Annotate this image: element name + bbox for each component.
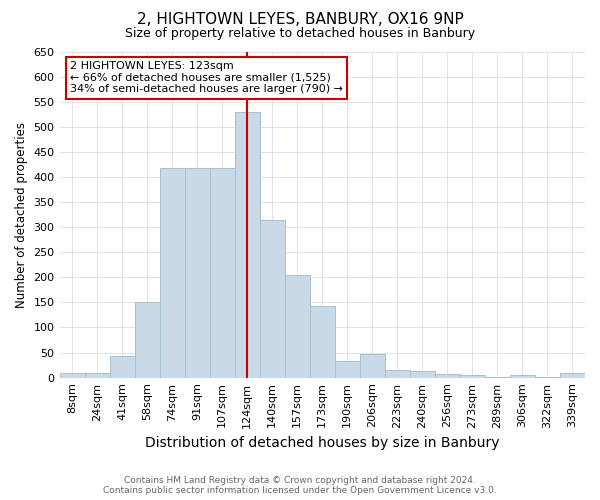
- Bar: [85, 373, 110, 378]
- X-axis label: Distribution of detached houses by size in Banbury: Distribution of detached houses by size …: [145, 436, 500, 450]
- Bar: [260, 220, 285, 378]
- Bar: [209, 168, 235, 378]
- Bar: [385, 370, 410, 378]
- Bar: [485, 376, 510, 378]
- Bar: [410, 370, 435, 378]
- Bar: [59, 373, 85, 378]
- Text: 2, HIGHTOWN LEYES, BANBURY, OX16 9NP: 2, HIGHTOWN LEYES, BANBURY, OX16 9NP: [137, 12, 463, 28]
- Bar: [110, 356, 134, 378]
- Bar: [185, 168, 209, 378]
- Bar: [535, 376, 560, 378]
- Text: Size of property relative to detached houses in Banbury: Size of property relative to detached ho…: [125, 28, 475, 40]
- Bar: [310, 306, 335, 378]
- Bar: [160, 168, 185, 378]
- Bar: [235, 112, 260, 378]
- Bar: [435, 374, 460, 378]
- Text: 2 HIGHTOWN LEYES: 123sqm
← 66% of detached houses are smaller (1,525)
34% of sem: 2 HIGHTOWN LEYES: 123sqm ← 66% of detach…: [70, 62, 343, 94]
- Y-axis label: Number of detached properties: Number of detached properties: [15, 122, 28, 308]
- Bar: [510, 375, 535, 378]
- Bar: [560, 373, 585, 378]
- Bar: [134, 302, 160, 378]
- Bar: [360, 354, 385, 378]
- Bar: [460, 375, 485, 378]
- Bar: [335, 361, 360, 378]
- Text: Contains HM Land Registry data © Crown copyright and database right 2024.
Contai: Contains HM Land Registry data © Crown c…: [103, 476, 497, 495]
- Bar: [285, 275, 310, 378]
